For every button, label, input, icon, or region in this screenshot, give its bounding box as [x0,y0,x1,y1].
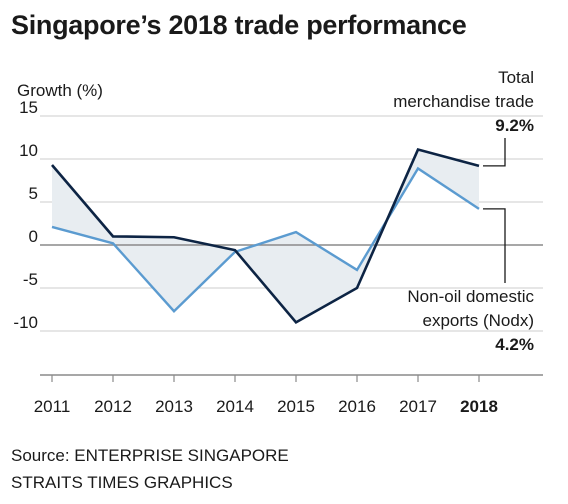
y-tick-label: 5 [29,184,38,203]
series-label-nodx: exports (Nodx) [423,311,534,330]
x-tick-label: 2014 [216,397,254,416]
y-tick-label: -5 [23,270,38,289]
shaded-area [52,149,479,323]
series-label-total: Total [498,68,534,87]
y-tick-label: 0 [29,227,38,246]
series-line-nodx [51,166,480,313]
chart-title: Singapore’s 2018 trade performance [11,10,467,40]
y-tick-label: 10 [19,141,38,160]
x-tick-label: 2017 [399,397,437,416]
y-tick-label: 15 [19,98,38,117]
x-tick-label: 2015 [277,397,315,416]
series-value-label-nodx: 4.2% [495,335,534,354]
series-label-total: merchandise trade [393,92,534,111]
y-axis-label: Growth (%) [17,81,103,100]
source-note: Source: ENTERPRISE SINGAPORE [11,446,289,465]
credit-note: STRAITS TIMES GRAPHICS [11,473,233,492]
leader-line-total [483,138,506,167]
x-tick-label: 2016 [338,397,376,416]
x-tick-label: 2018 [460,397,498,416]
x-tick-label: 2013 [155,397,193,416]
y-tick-label: -10 [13,313,38,332]
series-label-nodx: Non-oil domestic [407,287,534,306]
leader-line-nodx [483,208,506,283]
series-line-total [51,147,480,325]
line-chart: 15 10 5 0 -5 -10 Growth (%) 2011 2012 2013 2014 201… [13,68,543,416]
x-tick-label: 2011 [34,397,71,416]
series-value-label-total: 9.2% [495,116,534,135]
x-tick-label: 2012 [94,397,132,416]
